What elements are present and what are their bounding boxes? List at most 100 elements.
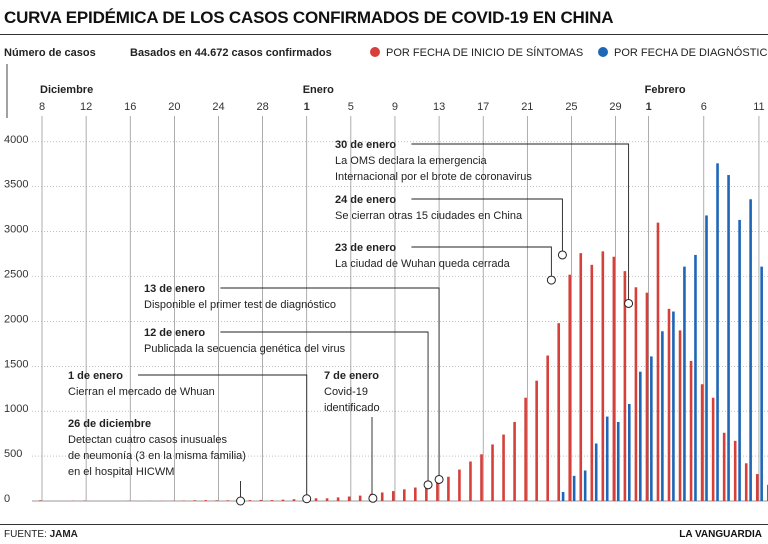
onset-bar: [722, 432, 726, 501]
annotation-leader: [220, 331, 429, 485]
x-tick-label: 16: [124, 101, 136, 113]
x-tick-label: 21: [521, 101, 533, 113]
publisher-credit: LA VANGUARDIA: [679, 529, 762, 540]
annotation-marker: [546, 275, 556, 285]
onset-bar: [425, 485, 428, 501]
annotation-text: identificado: [324, 402, 380, 414]
x-tick-label: 17: [477, 101, 489, 113]
y-tick-label: 0: [4, 493, 10, 505]
diagnosis-bar: [694, 254, 697, 501]
x-tick-label: 11: [753, 101, 764, 113]
x-tick-label: 12: [80, 101, 92, 113]
annotation-text: en el hospital HICWM: [68, 466, 174, 478]
source-credit: FUENTE: JAMA: [4, 529, 78, 540]
x-tick-label: 13: [433, 101, 445, 113]
y-tick-label: 1000: [4, 403, 28, 415]
annotation-text: Detectan cuatro casos inusuales: [68, 434, 227, 446]
onset-bar: [546, 355, 549, 501]
x-tick-label: 25: [565, 101, 577, 113]
month-label: Enero: [303, 84, 334, 96]
onset-bar: [336, 497, 340, 501]
onset-bar: [414, 487, 417, 501]
onset-bar: [579, 253, 583, 501]
onset-bar: [656, 222, 660, 501]
annotation-date: 13 de enero: [144, 283, 205, 295]
onset-bar: [634, 287, 638, 501]
onset-bar: [744, 463, 748, 501]
onset-bar: [259, 499, 263, 501]
annotation-leader: [411, 198, 563, 255]
onset-bar: [513, 421, 516, 501]
onset-bar: [502, 434, 505, 501]
annotation-text: Se cierran otras 15 ciudades en China: [335, 210, 523, 222]
onset-bar: [557, 323, 561, 501]
annotation-leader: [411, 143, 630, 304]
x-tick-label: 29: [609, 101, 621, 113]
onset-bar: [601, 251, 605, 501]
onset-bar: [491, 444, 494, 501]
annotation-date: 7 de enero: [324, 370, 379, 382]
onset-bar: [447, 476, 450, 501]
onset-bar: [623, 271, 627, 501]
title-rule: [0, 34, 768, 35]
onset-bar: [458, 469, 461, 501]
annotations: [138, 143, 634, 506]
annotation-leader: [220, 287, 440, 480]
x-tick-label: 9: [392, 101, 398, 113]
onset-bar: [535, 380, 538, 501]
legend-label-onset: POR FECHA DE INICIO DE SÍNTOMAS: [386, 46, 583, 59]
diagnosis-bar: [627, 404, 631, 501]
x-tick-label: 8: [39, 101, 45, 113]
chart-title: CURVA EPIDÉMICA DE LOS CASOS CONFIRMADOS…: [4, 8, 614, 27]
month-label: Febrero: [645, 84, 686, 96]
onset-bar: [612, 256, 616, 501]
onset-bar: [380, 492, 384, 501]
onset-bar: [248, 500, 252, 501]
annotation-date: 23 de enero: [335, 242, 396, 254]
diagnosis-bar: [727, 175, 730, 501]
y-tick-label: 3000: [4, 224, 28, 236]
x-tick-label: 20: [168, 101, 180, 113]
onset-bar: [270, 500, 274, 501]
annotation-leader: [138, 374, 308, 499]
footer-rule: [0, 524, 768, 525]
onset-bar: [766, 484, 768, 501]
diagnosis-bar: [661, 331, 664, 501]
y-tick-label: 1500: [4, 358, 28, 370]
annotation-text: Publicada la secuencia genética del viru…: [144, 343, 346, 355]
x-tick-label: 24: [212, 101, 224, 113]
onset-bar: [568, 274, 572, 501]
annotation-leader: [411, 246, 552, 281]
bars: [39, 163, 768, 502]
annotation-marker: [434, 474, 444, 484]
annotation-marker: [368, 493, 378, 503]
onset-bar: [689, 360, 693, 501]
onset-bar: [755, 474, 759, 501]
diagnosis-bar: [716, 163, 719, 502]
onset-bar: [39, 500, 42, 501]
annotation-text: Cierran el mercado de Whuan: [68, 386, 215, 398]
annotation-marker: [423, 480, 433, 490]
onset-bar: [524, 397, 527, 501]
onset-bar: [645, 292, 649, 501]
diagnosis-bar: [605, 416, 609, 501]
annotation-marker: [236, 496, 246, 506]
x-tick-label: 5: [348, 101, 354, 113]
y-tick-label: 2500: [4, 269, 28, 281]
annotation-date: 30 de enero: [335, 139, 396, 151]
onset-bar: [325, 498, 329, 501]
x-tick-label: 1: [304, 101, 310, 113]
onset-bar: [590, 264, 594, 501]
month-label: Diciembre: [40, 84, 93, 96]
annotation-text: Disponible el primer test de diagnóstico: [144, 299, 336, 311]
diagnosis-bar: [561, 492, 565, 501]
onset-bar: [391, 491, 395, 501]
onset-bar: [436, 482, 439, 501]
onset-bar: [711, 397, 715, 501]
y-tick-label: 3500: [4, 179, 28, 191]
onset-bar: [480, 454, 483, 501]
y-tick-label: 4000: [4, 134, 28, 146]
annotation-text: La OMS declara la emergencia: [335, 155, 488, 167]
y-axis-label: Número de casos: [4, 47, 96, 59]
